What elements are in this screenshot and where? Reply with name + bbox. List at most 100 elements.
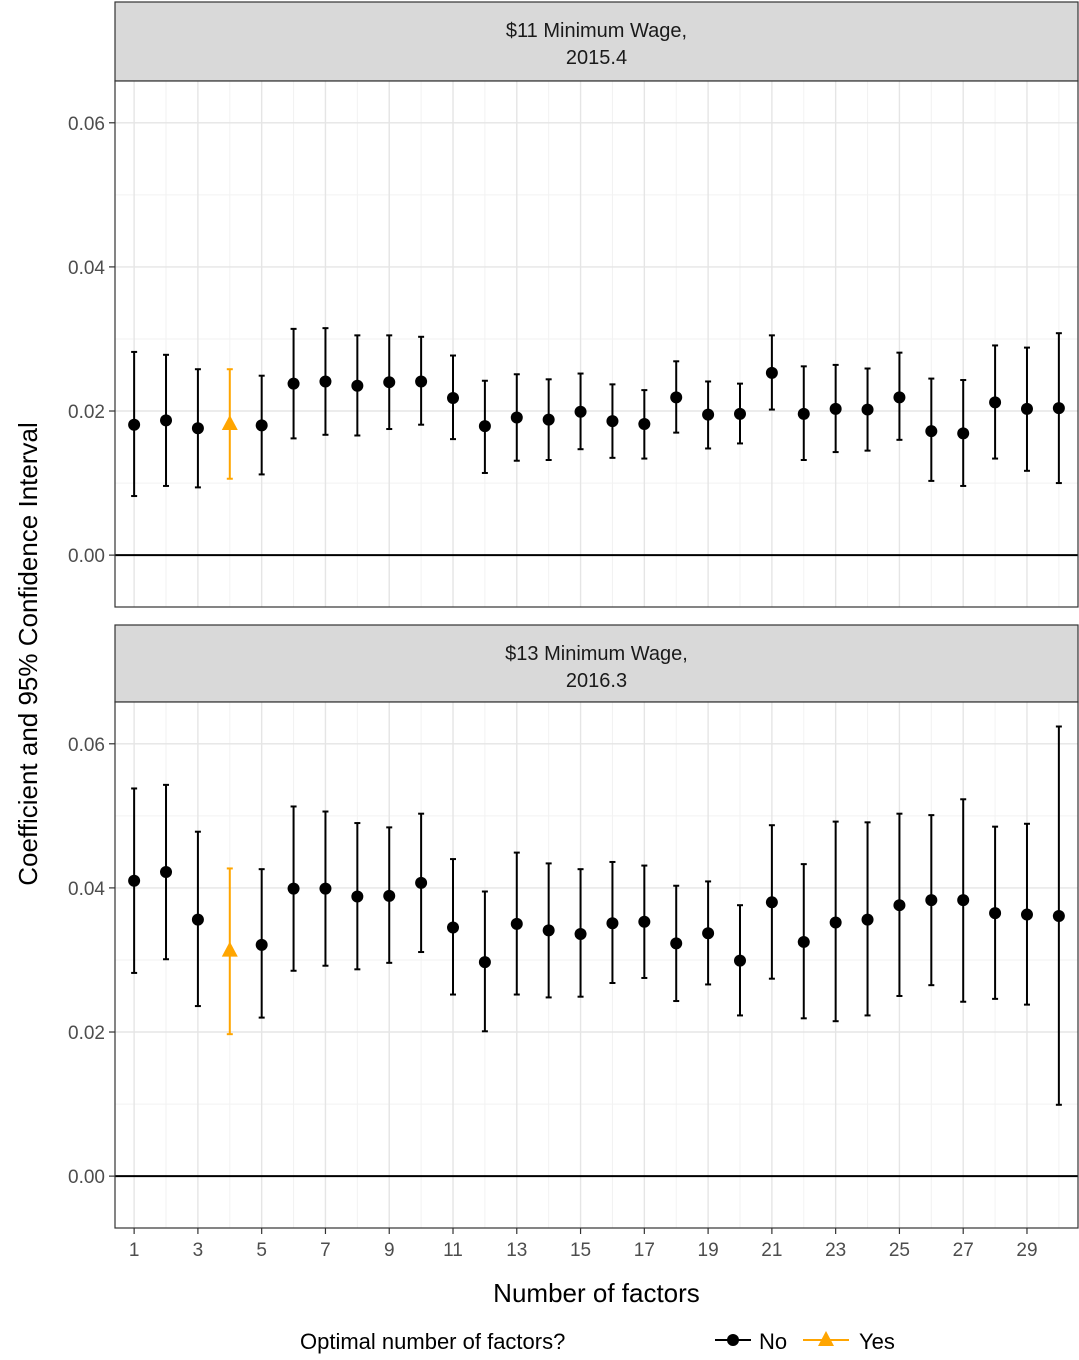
estimate-point — [702, 408, 715, 421]
error-bar-24 — [861, 367, 874, 452]
estimate-point — [383, 376, 396, 389]
error-bar-14 — [542, 378, 555, 462]
panel-border — [114, 80, 1079, 608]
error-bar-7 — [319, 810, 332, 967]
estimate-point — [957, 894, 970, 907]
estimate-point — [574, 928, 587, 941]
error-bar-21 — [765, 334, 778, 411]
estimate-point — [351, 379, 364, 392]
error-bar-6 — [287, 327, 300, 440]
error-bar-5 — [255, 868, 268, 1019]
error-bar-25 — [893, 351, 906, 441]
error-bar-9 — [383, 826, 396, 964]
estimate-point — [542, 924, 555, 937]
error-bar-19 — [702, 880, 715, 986]
estimate-point — [415, 375, 428, 388]
panel-border — [114, 701, 1079, 1229]
error-bar-10 — [415, 335, 428, 426]
estimate-point — [478, 956, 491, 969]
estimate-point — [670, 937, 683, 950]
estimate-point — [1020, 402, 1033, 415]
estimate-point — [670, 391, 683, 404]
error-bar-11 — [447, 858, 460, 996]
estimate-point — [829, 916, 842, 929]
estimate-point — [1052, 910, 1065, 923]
x-tick-label: 25 — [889, 1240, 910, 1261]
legend-label-yes: Yes — [859, 1329, 895, 1354]
estimate-point — [957, 427, 970, 440]
x-tick-label: 11 — [443, 1240, 463, 1261]
facet-panel-1: $11 Minimum Wage, 2015.4 0.00 0.02 0.04 0.06 — [68, 1, 1079, 608]
facet-strip-title-line2: 2016.3 — [566, 670, 627, 692]
estimate-point — [638, 915, 651, 928]
x-tick-label: 3 — [193, 1240, 204, 1261]
optimal-estimate-point — [221, 941, 238, 957]
legend-key-point-yes — [818, 1331, 834, 1346]
y-tick-label: 0.02 — [68, 1023, 105, 1044]
error-bar-30 — [1052, 725, 1065, 1106]
error-bar-16 — [606, 860, 619, 985]
estimate-point — [1020, 908, 1033, 921]
estimate-point — [510, 411, 523, 424]
estimate-point — [383, 889, 396, 902]
error-bar-28 — [989, 344, 1002, 460]
error-bar-2 — [160, 783, 173, 961]
estimate-point — [733, 954, 746, 967]
estimate-point — [765, 896, 778, 909]
estimate-point — [702, 927, 715, 940]
legend-entry-no: No — [715, 1329, 787, 1354]
error-bar-1 — [128, 350, 141, 498]
error-bar-30 — [1052, 332, 1065, 485]
error-bar-15 — [574, 868, 587, 998]
y-tick-label: 0.04 — [68, 879, 105, 900]
error-bar-12 — [478, 379, 491, 474]
error-bar-8 — [351, 822, 364, 971]
error-bar-15 — [574, 372, 587, 451]
estimate-point — [447, 392, 460, 405]
estimate-point — [191, 422, 204, 435]
estimate-point — [128, 418, 141, 431]
estimate-point — [989, 396, 1002, 409]
estimate-point — [925, 894, 938, 907]
x-tick-label: 19 — [698, 1240, 719, 1261]
error-bar-9 — [383, 334, 396, 431]
estimate-point — [989, 907, 1002, 920]
error-bar-8 — [351, 334, 364, 437]
estimate-point — [287, 882, 300, 895]
estimate-point — [797, 935, 810, 948]
error-bar-10 — [415, 812, 428, 954]
estimate-point — [160, 866, 173, 879]
y-tick-label: 0.00 — [68, 1167, 105, 1188]
x-tick-label: 23 — [825, 1240, 846, 1261]
estimate-point — [542, 413, 555, 426]
error-bar-27 — [957, 798, 970, 1003]
x-tick-label: 17 — [634, 1240, 655, 1261]
estimate-point — [574, 405, 587, 418]
estimate-point — [478, 420, 491, 433]
estimate-point — [861, 913, 874, 926]
estimate-point — [191, 913, 204, 926]
estimate-point — [638, 417, 651, 430]
estimate-point — [255, 419, 268, 432]
x-tick-label: 27 — [953, 1240, 974, 1261]
legend-key-point-no — [727, 1334, 739, 1346]
y-tick-label: 0.00 — [68, 546, 105, 567]
error-bar-19 — [702, 380, 715, 450]
error-bar-22 — [797, 365, 810, 462]
error-bar-23 — [829, 820, 842, 1023]
panel-background — [115, 702, 1078, 1228]
error-bar-3 — [191, 368, 204, 489]
estimate-point — [606, 917, 619, 930]
error-bar-3 — [191, 830, 204, 1008]
y-tick-label: 0.02 — [68, 402, 105, 423]
error-bar-13 — [510, 373, 523, 462]
estimate-point — [893, 899, 906, 912]
estimate-point — [319, 882, 332, 895]
optimal-estimate-point — [221, 414, 238, 430]
estimate-point — [797, 407, 810, 420]
error-bar-16 — [606, 383, 619, 459]
error-bar-18 — [670, 884, 683, 1003]
error-bar-4 — [221, 867, 238, 1036]
error-bar-29 — [1020, 822, 1033, 1006]
